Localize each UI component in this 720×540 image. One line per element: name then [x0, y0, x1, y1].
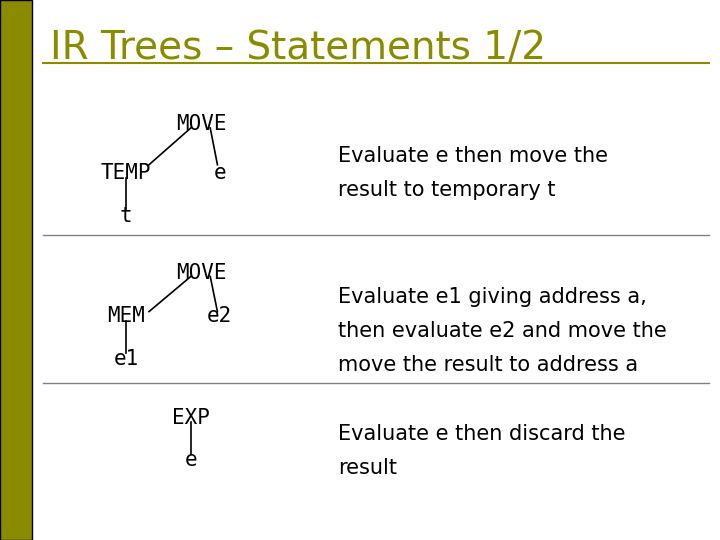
- Text: result: result: [338, 458, 397, 478]
- Text: then evaluate e2 and move the: then evaluate e2 and move the: [338, 321, 667, 341]
- Text: IR Trees – Statements 1/2: IR Trees – Statements 1/2: [50, 30, 546, 68]
- FancyBboxPatch shape: [0, 0, 32, 540]
- Text: result to temporary t: result to temporary t: [338, 180, 556, 200]
- Text: t: t: [120, 206, 132, 226]
- Text: MOVE: MOVE: [176, 114, 227, 134]
- Text: Evaluate e1 giving address a,: Evaluate e1 giving address a,: [338, 287, 647, 307]
- Text: move the result to address a: move the result to address a: [338, 355, 639, 375]
- Text: Evaluate e then discard the: Evaluate e then discard the: [338, 424, 626, 444]
- Text: MOVE: MOVE: [176, 262, 227, 283]
- Text: e: e: [213, 163, 226, 183]
- Text: e1: e1: [113, 349, 139, 369]
- Text: EXP: EXP: [172, 408, 210, 429]
- Text: e: e: [184, 450, 197, 470]
- Text: e2: e2: [207, 306, 233, 326]
- Text: Evaluate e then move the: Evaluate e then move the: [338, 146, 608, 166]
- Text: MEM: MEM: [107, 306, 145, 326]
- Text: TEMP: TEMP: [101, 163, 151, 183]
